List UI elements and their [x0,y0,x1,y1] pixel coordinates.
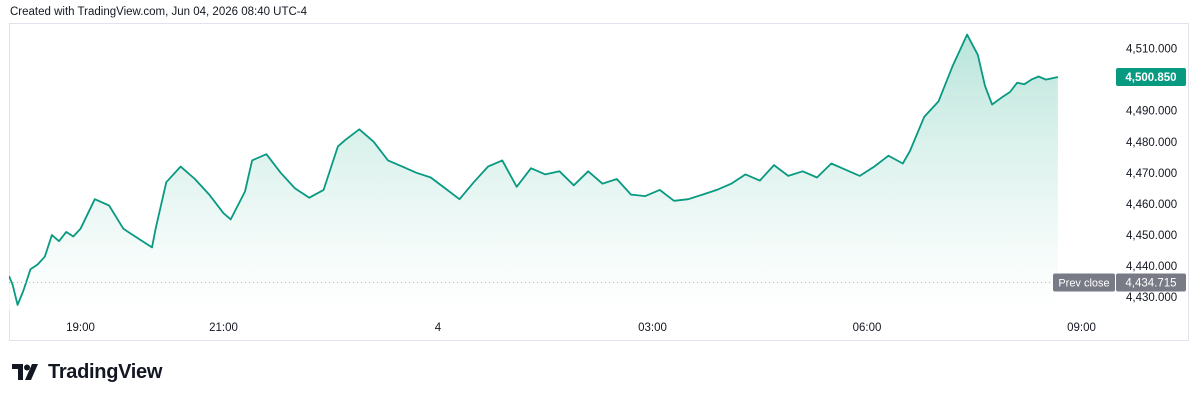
prev-close-value-badge [1116,273,1186,292]
x-tick-label: 09:00 [1067,322,1096,334]
brand-name: TradingView [48,360,163,383]
prev-close-value: 4,434.715 [1125,278,1176,290]
prev-close-tag [1053,273,1115,292]
y-tick-label: 4,440.000 [1126,261,1177,273]
x-tick-label: 03:00 [638,322,667,334]
x-tick-label: 21:00 [209,322,238,334]
x-tick-label: 06:00 [853,322,882,334]
prev-close-text: Prev close [1058,278,1109,290]
y-tick-label: 4,450.000 [1126,230,1177,242]
y-tick-label: 4,430.000 [1126,292,1177,304]
y-tick-label: 4,470.000 [1126,168,1177,180]
price-chart[interactable]: 4,510.000 4,490.000 4,480.000 4,470.000 4,46… [0,0,1200,345]
y-tick-label: 4,480.000 [1126,137,1177,149]
y-tick-label: 4,510.000 [1126,44,1177,56]
created-with-caption: Created with TradingView.com, Jun 04, 20… [10,6,308,18]
tradingview-brand[interactable]: TradingView [12,360,162,384]
price-area-fill [9,34,1058,310]
y-tick-label: 4,460.000 [1126,199,1177,211]
chart-frame[interactable] [9,23,1189,341]
x-tick-label: 19:00 [66,322,95,334]
last-price-badge [1116,68,1186,86]
price-line [9,33,1059,306]
y-tick-label: 4,490.000 [1126,106,1177,118]
last-price-label: 4,500.850 [1125,72,1176,84]
tradingview-logo-icon [12,364,38,380]
x-tick-label: 4 [435,322,442,334]
